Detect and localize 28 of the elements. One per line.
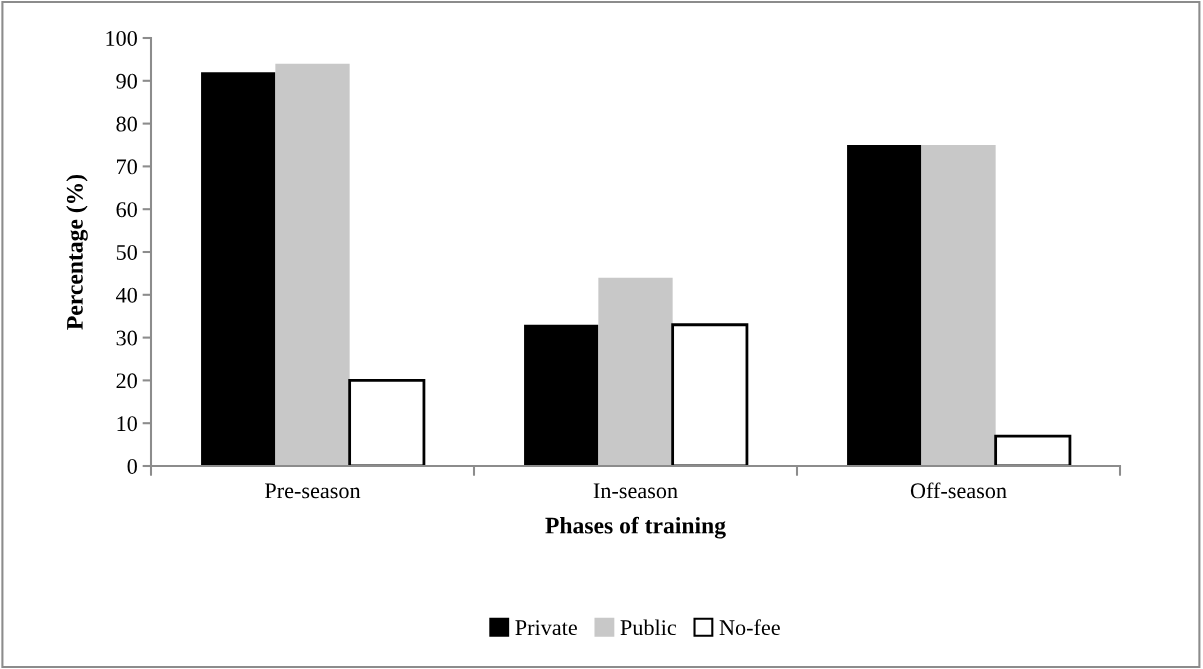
bar bbox=[348, 379, 426, 466]
x-tick-label: Pre-season bbox=[265, 483, 361, 499]
y-tick-label: 80 bbox=[116, 116, 137, 132]
x-tick-label: In-season bbox=[593, 483, 678, 499]
x-tick-label: Off-season bbox=[910, 482, 1007, 499]
bar bbox=[524, 324, 599, 466]
y-tick-label: 40 bbox=[116, 287, 137, 303]
bar bbox=[201, 72, 276, 466]
bar bbox=[994, 434, 1072, 466]
legend-label: Public bbox=[620, 619, 677, 636]
bar bbox=[275, 63, 350, 466]
y-tick-label: 60 bbox=[116, 202, 137, 218]
bar bbox=[847, 145, 922, 466]
y-tick-label: 70 bbox=[117, 159, 137, 175]
y-tick-label: 50 bbox=[116, 244, 137, 260]
y-tick-label: 30 bbox=[116, 330, 137, 346]
y-tick-label: 10 bbox=[117, 416, 137, 432]
bar bbox=[671, 323, 749, 466]
x-axis-title: Phases of training bbox=[545, 516, 726, 539]
legend-label: Private bbox=[515, 620, 577, 636]
y-tick-label: 0 bbox=[127, 458, 137, 474]
y-axis-title: Percentage (%) bbox=[66, 174, 88, 330]
y-tick-label: 90 bbox=[116, 73, 137, 89]
y-tick-label: 100 bbox=[106, 30, 137, 46]
legend-label: No-fee bbox=[719, 619, 780, 636]
y-tick-label: 20 bbox=[116, 373, 137, 389]
bar bbox=[921, 145, 996, 466]
bar bbox=[598, 277, 673, 466]
